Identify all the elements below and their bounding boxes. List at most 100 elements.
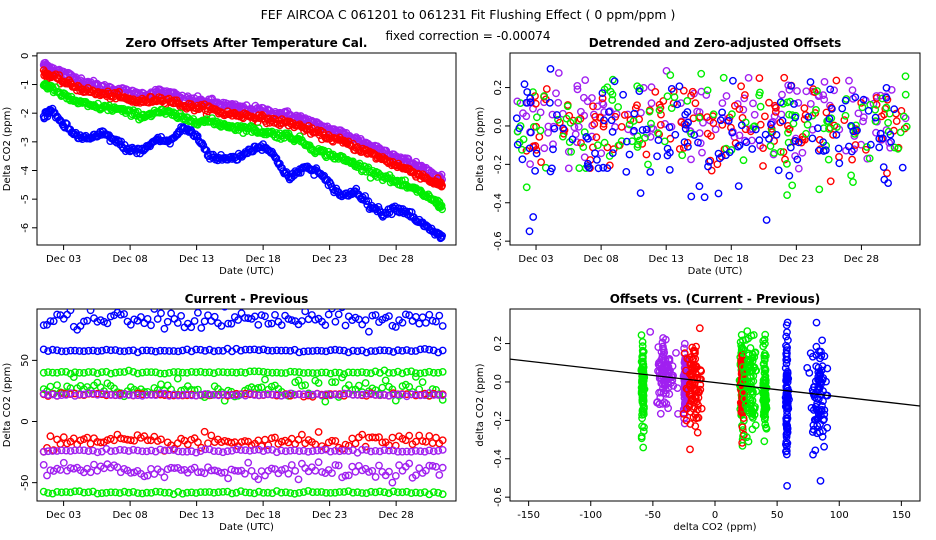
point-green — [39, 368, 48, 377]
point-green — [286, 367, 295, 376]
point-blue — [635, 87, 644, 96]
point-blue — [845, 142, 853, 151]
point-green — [156, 369, 165, 378]
point-blue — [187, 323, 196, 332]
point-blue — [898, 163, 907, 172]
y-tick-label: -2 — [20, 108, 31, 118]
y-axis-label: Delta CO2 (ppm) — [2, 107, 13, 192]
point-blue — [434, 348, 443, 357]
x-tick-label: Dec 28 — [379, 510, 414, 521]
point-blue — [214, 346, 223, 355]
point-green — [66, 488, 75, 497]
point-blue — [622, 167, 631, 176]
point-red — [258, 111, 266, 119]
point-red — [405, 431, 414, 440]
point-purple — [750, 110, 759, 119]
point-red — [415, 431, 424, 440]
point-blue — [767, 120, 775, 129]
point-blue — [782, 332, 791, 341]
point-blue — [513, 140, 522, 149]
point-purple — [672, 348, 680, 357]
point-red — [694, 413, 703, 422]
point-blue — [150, 309, 159, 313]
point-blue — [389, 348, 398, 356]
point-green — [644, 160, 652, 169]
point-blue — [782, 438, 791, 446]
point-blue — [425, 345, 434, 354]
point-blue — [221, 309, 228, 311]
point-red — [692, 393, 700, 402]
point-green — [187, 367, 196, 376]
point-green — [751, 421, 760, 430]
point-red — [781, 155, 789, 164]
point-purple — [778, 90, 786, 99]
point-purple — [223, 447, 232, 456]
point-blue — [299, 347, 308, 356]
point-blue — [522, 98, 531, 107]
point-blue — [682, 121, 690, 129]
point-purple — [588, 132, 596, 141]
point-purple — [187, 391, 196, 400]
point-green — [776, 147, 785, 156]
point-blue — [882, 84, 891, 92]
point-blue — [653, 152, 661, 161]
point-green — [536, 126, 545, 135]
point-green — [89, 487, 97, 496]
point-purple — [295, 447, 304, 455]
point-blue — [793, 155, 802, 164]
point-blue — [66, 346, 75, 355]
y-tick-label: -3 — [20, 137, 31, 147]
point-purple — [259, 447, 268, 455]
point-purple — [391, 471, 400, 480]
point-red — [577, 139, 585, 147]
point-green — [703, 86, 712, 95]
point-green — [760, 364, 769, 373]
point-purple — [201, 390, 210, 398]
point-purple — [656, 409, 665, 418]
point-green — [295, 488, 304, 497]
point-blue — [264, 319, 273, 328]
point-green — [744, 334, 753, 343]
point-green — [639, 374, 647, 383]
point-purple — [308, 447, 317, 455]
point-green — [331, 368, 339, 377]
point-purple — [428, 461, 437, 470]
point-green — [263, 368, 272, 377]
point-blue — [286, 346, 295, 355]
point-red — [388, 433, 397, 442]
point-blue — [362, 348, 371, 357]
point-purple — [90, 460, 98, 469]
point-green — [896, 128, 905, 137]
point-green — [803, 120, 812, 129]
point-green — [416, 489, 425, 497]
point-purple — [217, 468, 226, 477]
point-green — [71, 487, 79, 496]
point-purple — [389, 390, 398, 399]
point-red — [589, 102, 597, 111]
y-tick-label: 0.0 — [493, 374, 504, 390]
point-green — [638, 422, 646, 431]
point-purple — [702, 91, 711, 99]
point-green — [276, 135, 285, 143]
point-purple — [328, 469, 336, 477]
point-purple — [71, 446, 79, 455]
point-blue — [808, 134, 817, 143]
point-red — [688, 87, 697, 96]
point-green — [398, 369, 407, 378]
point-blue — [812, 318, 821, 327]
point-blue — [272, 346, 281, 355]
point-blue — [287, 173, 296, 182]
point-purple — [393, 447, 402, 456]
point-green — [331, 378, 340, 386]
point-purple — [375, 447, 384, 456]
x-tick-label: 0 — [712, 510, 718, 521]
point-purple — [854, 109, 863, 118]
point-purple — [425, 446, 434, 455]
point-blue — [665, 123, 674, 132]
y-tick-label: -0.6 — [493, 231, 504, 251]
point-green — [129, 487, 138, 496]
point-purple — [250, 391, 259, 399]
point-red — [529, 142, 538, 151]
point-red — [682, 384, 691, 393]
point-green — [71, 368, 79, 377]
